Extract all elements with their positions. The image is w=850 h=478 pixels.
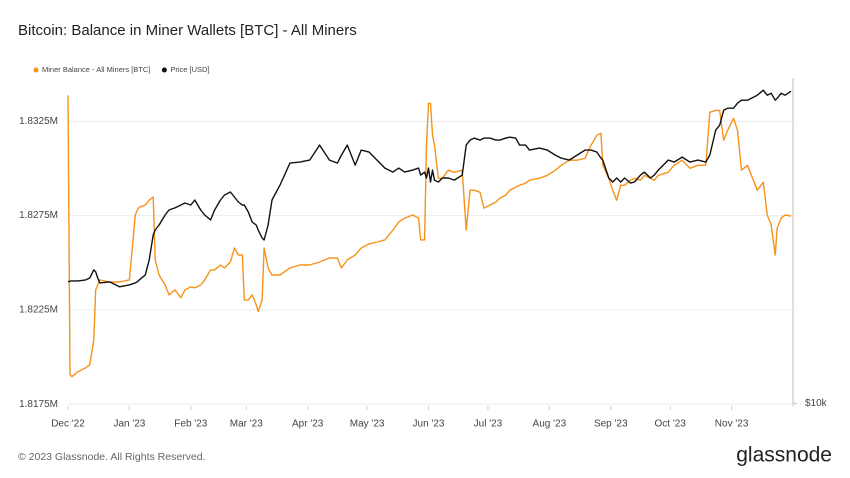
legend-swatch [33,67,39,73]
x-tick-label: May '23 [350,419,385,430]
series-line [67,89,792,288]
x-tick-label: Jan '23 [113,419,145,430]
legend-swatch [161,67,167,73]
x-tick-label: Jul '23 [474,419,503,430]
y-tick-label: 1.8275M [19,210,58,221]
y-tick-label: 1.8175M [19,399,58,410]
x-tick-label: Nov '23 [715,419,749,430]
x-tick-label: Jun '23 [413,419,445,430]
legend-label: Price [USD] [170,65,209,74]
y2-tick-label: $10k [805,398,828,409]
x-tick-label: Apr '23 [292,419,324,430]
chart-title: Bitcoin: Balance in Miner Wallets [BTC] … [18,22,357,39]
x-tick-label: Sep '23 [594,419,628,430]
y-tick-label: 1.8325M [19,116,58,127]
brand-logo: glassnode [736,444,832,467]
x-tick-label: Aug '23 [533,419,567,430]
footer: © 2023 Glassnode. All Rights Reserved. [18,451,206,463]
y-tick-label: 1.8225M [19,305,58,316]
x-tick-label: Feb '23 [174,419,207,430]
x-tick-label: Mar '23 [230,419,263,430]
legend-label: Miner Balance - All Miners [BTC] [42,65,150,74]
x-tick-label: Oct '23 [654,419,686,430]
x-tick-label: Dec '22 [51,419,85,430]
series-line [67,95,792,378]
